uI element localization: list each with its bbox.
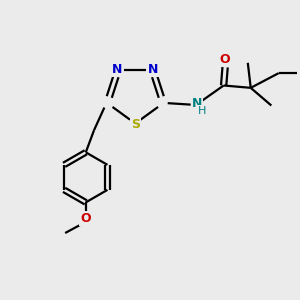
- Text: S: S: [131, 118, 140, 131]
- Text: O: O: [220, 53, 230, 66]
- Text: H: H: [198, 106, 207, 116]
- Text: N: N: [148, 63, 158, 76]
- Text: O: O: [80, 212, 91, 225]
- Text: N: N: [112, 63, 123, 76]
- Text: N: N: [192, 97, 202, 110]
